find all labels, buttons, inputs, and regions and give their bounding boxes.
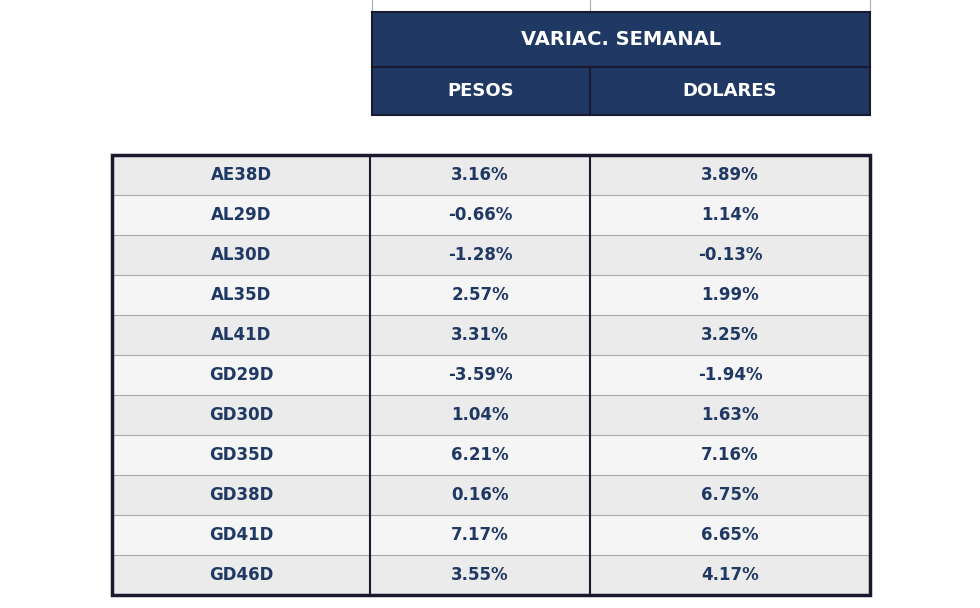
Text: VARIAC. SEMANAL: VARIAC. SEMANAL bbox=[521, 30, 721, 49]
Text: 3.25%: 3.25% bbox=[701, 326, 759, 344]
Text: GD35D: GD35D bbox=[209, 446, 273, 464]
Text: 3.31%: 3.31% bbox=[451, 326, 509, 344]
Text: GD38D: GD38D bbox=[209, 486, 273, 504]
Bar bbox=[112, 155, 870, 595]
Text: -0.66%: -0.66% bbox=[448, 206, 513, 224]
Text: 6.65%: 6.65% bbox=[702, 526, 759, 544]
Text: 1.14%: 1.14% bbox=[701, 206, 759, 224]
Text: 3.55%: 3.55% bbox=[451, 566, 509, 584]
Text: AL41D: AL41D bbox=[211, 326, 271, 344]
Bar bbox=[112, 475, 870, 515]
Bar bbox=[112, 315, 870, 355]
Text: GD30D: GD30D bbox=[209, 406, 273, 424]
Bar bbox=[372, 12, 870, 67]
Text: 1.63%: 1.63% bbox=[701, 406, 759, 424]
Text: -1.28%: -1.28% bbox=[448, 246, 513, 264]
Bar bbox=[112, 195, 870, 235]
Text: 1.04%: 1.04% bbox=[451, 406, 509, 424]
Text: 1.99%: 1.99% bbox=[701, 286, 759, 304]
Text: 3.16%: 3.16% bbox=[451, 166, 509, 184]
Text: AL29D: AL29D bbox=[211, 206, 271, 224]
Bar bbox=[112, 515, 870, 555]
Text: AL30D: AL30D bbox=[211, 246, 271, 264]
Bar bbox=[372, 67, 590, 115]
Text: DOLARES: DOLARES bbox=[683, 82, 777, 100]
Text: AE38D: AE38D bbox=[211, 166, 271, 184]
Bar bbox=[590, 67, 870, 115]
Text: 7.16%: 7.16% bbox=[701, 446, 759, 464]
Text: PESOS: PESOS bbox=[448, 82, 514, 100]
Text: 3.89%: 3.89% bbox=[701, 166, 759, 184]
Text: 7.17%: 7.17% bbox=[451, 526, 509, 544]
Text: 6.75%: 6.75% bbox=[701, 486, 759, 504]
Text: 0.16%: 0.16% bbox=[451, 486, 509, 504]
Text: GD41D: GD41D bbox=[209, 526, 273, 544]
Text: 2.57%: 2.57% bbox=[451, 286, 509, 304]
Text: 6.21%: 6.21% bbox=[451, 446, 509, 464]
Bar bbox=[112, 155, 870, 195]
Text: AL35D: AL35D bbox=[211, 286, 271, 304]
Bar bbox=[112, 355, 870, 395]
Text: 4.17%: 4.17% bbox=[701, 566, 759, 584]
Bar bbox=[112, 555, 870, 595]
Text: GD29D: GD29D bbox=[209, 366, 273, 384]
Text: -0.13%: -0.13% bbox=[698, 246, 762, 264]
Bar bbox=[112, 435, 870, 475]
Text: GD46D: GD46D bbox=[209, 566, 273, 584]
Text: -3.59%: -3.59% bbox=[448, 366, 513, 384]
Bar bbox=[112, 275, 870, 315]
Text: -1.94%: -1.94% bbox=[698, 366, 762, 384]
Bar bbox=[112, 235, 870, 275]
Bar bbox=[112, 395, 870, 435]
